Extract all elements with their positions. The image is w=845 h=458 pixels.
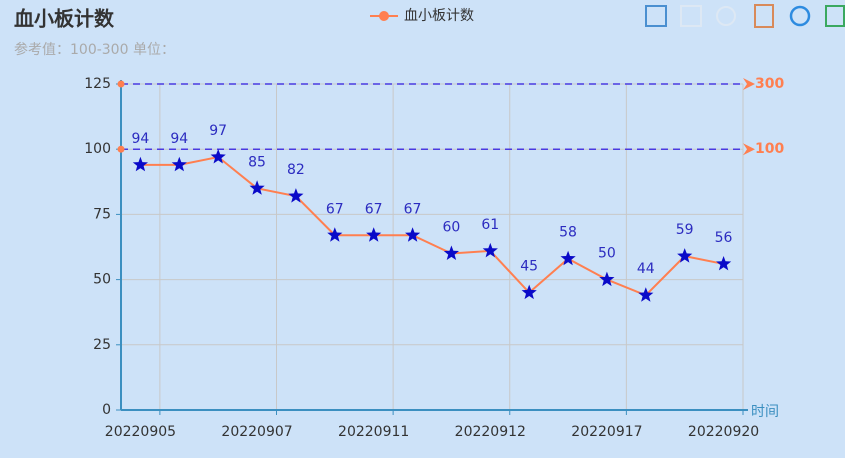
- data-label: 97: [209, 123, 227, 139]
- tool-restore[interactable]: [789, 5, 811, 27]
- point: [405, 227, 421, 242]
- data-label: 61: [481, 217, 499, 233]
- point: [443, 245, 459, 260]
- data-label: 58: [559, 225, 577, 241]
- point: [482, 242, 498, 258]
- mark-line-label: 300: [755, 76, 784, 92]
- x-tick-label: 20220917: [571, 424, 642, 440]
- y-tick-label: 25: [93, 337, 111, 353]
- y-tick-label: 100: [84, 141, 111, 157]
- legend-marker: [379, 11, 389, 21]
- tool-mark[interactable]: [645, 5, 667, 27]
- point: [677, 248, 693, 263]
- toolbox: [645, 4, 845, 28]
- legend-label: 血小板计数: [404, 8, 474, 24]
- data-label: 44: [637, 261, 655, 277]
- y-tick-label: 50: [93, 272, 111, 288]
- x-axis-title: 时间: [751, 404, 779, 420]
- y-tick-label: 125: [84, 76, 111, 92]
- x-tick-label: 20220920: [688, 424, 759, 440]
- point: [716, 256, 732, 271]
- line: [140, 155, 724, 297]
- data-label: 94: [132, 131, 150, 147]
- point: [132, 156, 148, 172]
- data-label: 82: [287, 162, 305, 178]
- y-tick-label: 0: [102, 402, 111, 418]
- tool-mark-undo[interactable]: [680, 5, 702, 27]
- mark-line-arrow: [743, 78, 755, 90]
- mark-line-label: 100: [755, 141, 784, 157]
- tool-data-view[interactable]: [754, 4, 774, 28]
- y-tick-label: 75: [93, 206, 111, 222]
- data-label: 85: [248, 154, 266, 170]
- point: [521, 284, 537, 300]
- point: [288, 188, 304, 203]
- data-label: 67: [365, 201, 383, 217]
- point: [210, 149, 226, 164]
- point: [366, 227, 382, 242]
- tool-save[interactable]: [825, 5, 845, 27]
- point: [599, 271, 615, 287]
- point: [171, 156, 187, 172]
- point: [327, 227, 343, 242]
- data-label: 50: [598, 246, 616, 262]
- mark-line-start: [117, 145, 125, 153]
- data-label: 67: [326, 201, 344, 217]
- point: [638, 287, 654, 302]
- mark-line-arrow: [743, 143, 755, 156]
- chart-title: 血小板计数: [14, 7, 115, 31]
- point: [560, 250, 576, 266]
- data-label: 67: [404, 201, 422, 217]
- x-tick-label: 20220911: [338, 424, 409, 440]
- data-label: 60: [443, 220, 461, 236]
- point: [249, 180, 265, 195]
- x-tick-label: 20220912: [455, 424, 526, 440]
- data-label: 59: [676, 222, 694, 238]
- data-label: 56: [715, 230, 733, 246]
- chart-subtitle: 参考值：100-300 单位：: [14, 41, 175, 58]
- x-tick-label: 20220905: [105, 424, 176, 440]
- data-label: 94: [170, 131, 188, 147]
- x-tick-label: 20220907: [221, 424, 292, 440]
- tool-mark-clear[interactable]: [716, 6, 736, 26]
- data-label: 45: [520, 259, 538, 275]
- mark-line-start: [117, 80, 125, 88]
